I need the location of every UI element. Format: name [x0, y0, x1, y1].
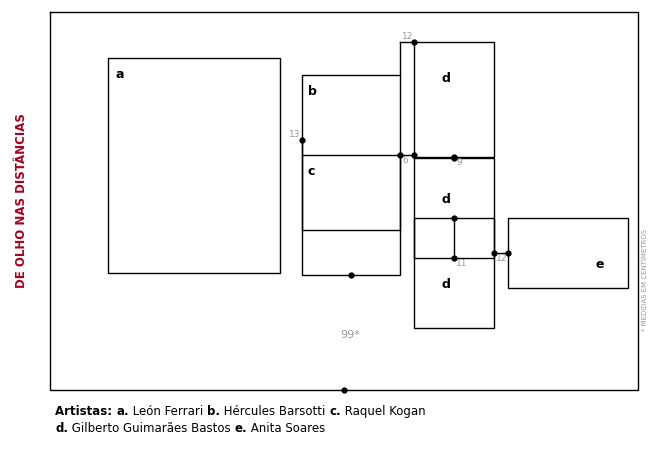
- Text: 99*: 99*: [340, 330, 360, 340]
- Bar: [302, 155, 400, 275]
- Text: 11: 11: [456, 259, 467, 268]
- Text: 9: 9: [456, 158, 461, 167]
- Text: Artistas:: Artistas:: [55, 405, 116, 418]
- Bar: [508, 218, 628, 288]
- Text: 12: 12: [496, 254, 508, 263]
- Text: d.: d.: [55, 422, 68, 435]
- Text: * MEDIDAS EM CENTÍMETROS: * MEDIDAS EM CENTÍMETROS: [642, 229, 648, 331]
- Text: Gilberto Guimarães Bastos: Gilberto Guimarães Bastos: [68, 422, 235, 435]
- Text: 12: 12: [402, 32, 413, 41]
- Text: Anita Soares: Anita Soares: [247, 422, 325, 435]
- Text: c.: c.: [329, 405, 341, 418]
- Text: a.: a.: [116, 405, 129, 418]
- Bar: [302, 75, 400, 230]
- Bar: [108, 58, 280, 273]
- Text: DE OLHO NAS DISTÂNCIAS: DE OLHO NAS DISTÂNCIAS: [16, 113, 29, 289]
- Text: d: d: [442, 72, 451, 85]
- Text: d: d: [442, 278, 451, 291]
- Text: 13: 13: [289, 130, 300, 139]
- Text: Hércules Barsotti: Hércules Barsotti: [220, 405, 329, 418]
- Text: b: b: [308, 85, 317, 98]
- Text: e: e: [596, 258, 605, 271]
- Bar: [414, 158, 494, 258]
- Text: León Ferrari: León Ferrari: [129, 405, 207, 418]
- Text: 6: 6: [402, 156, 408, 165]
- Text: d: d: [442, 193, 451, 206]
- Bar: [414, 218, 494, 328]
- Text: c: c: [308, 165, 315, 178]
- Text: a: a: [116, 68, 125, 81]
- Bar: [414, 42, 494, 157]
- Text: e.: e.: [235, 422, 247, 435]
- Text: b.: b.: [207, 405, 220, 418]
- Text: Raquel Kogan: Raquel Kogan: [341, 405, 425, 418]
